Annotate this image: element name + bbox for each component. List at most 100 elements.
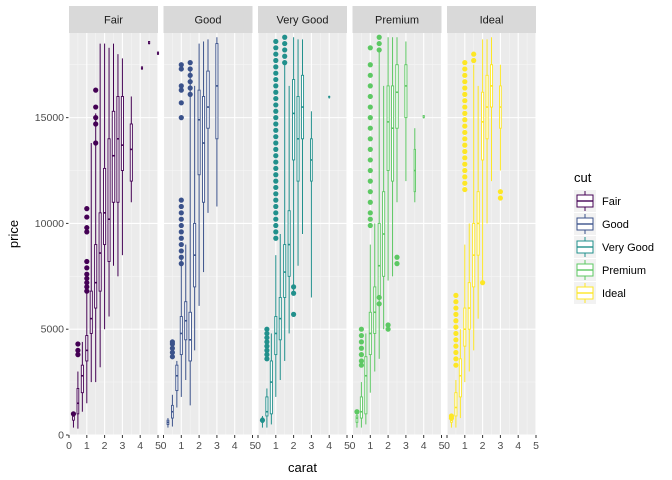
outlier-point [273, 115, 279, 121]
x-tick-label: 2 [102, 440, 108, 452]
outlier-point [273, 102, 279, 108]
outlier-point [273, 229, 279, 235]
outlier-point [367, 178, 373, 184]
outlier-point [178, 203, 184, 210]
facet-panel-premium: Premium 0 1 2 3 4 5 [350, 6, 445, 452]
outlier-point [462, 79, 468, 85]
box [481, 39, 485, 283]
outlier-point [273, 51, 279, 57]
box-body [391, 85, 395, 182]
facet-panel-very-good: Very Good 0 1 2 3 4 5 [255, 6, 350, 452]
outlier-point [84, 284, 90, 290]
box-body [404, 64, 408, 119]
x-tick-label: 1 [273, 440, 279, 452]
x-tick-label: 1 [367, 440, 373, 452]
outlier-point [462, 161, 468, 167]
outlier-point [358, 339, 364, 345]
facet-strip-label: Premium [375, 15, 419, 27]
outlier-point [187, 60, 193, 66]
box [76, 371, 80, 429]
box [171, 394, 174, 427]
x-tick-label: 2 [385, 440, 391, 452]
box [107, 47, 111, 317]
outlier-point [264, 356, 270, 362]
outlier-point [178, 216, 184, 222]
outlier-point [70, 411, 77, 417]
outlier-point [376, 301, 382, 307]
outlier-point [462, 91, 468, 97]
outlier-point [462, 136, 468, 142]
outlier-point [282, 47, 288, 53]
x-tick-label: 4 [326, 440, 332, 452]
outlier-point [178, 83, 184, 89]
box-body [103, 167, 107, 246]
x-tick-label: 0 [255, 440, 261, 452]
box-body [89, 290, 93, 334]
outlier-point [178, 87, 184, 93]
outlier-point [93, 104, 99, 110]
outlier-point [273, 38, 279, 45]
outlier-point [178, 222, 184, 229]
box [202, 41, 206, 273]
outlier-point [367, 45, 373, 51]
outlier-point [462, 167, 468, 174]
box [206, 39, 210, 213]
outlier-point [264, 343, 270, 349]
outlier-point [187, 72, 193, 78]
x-tick-label: 3 [119, 440, 125, 452]
outlier-point [453, 337, 459, 343]
box [116, 54, 120, 277]
box [184, 244, 188, 380]
outlier-point [367, 104, 373, 110]
outlier-point [394, 254, 400, 260]
outlier-point [264, 347, 270, 353]
box [140, 66, 144, 70]
outlier-point [282, 53, 288, 59]
x-tick-label: 2 [196, 440, 202, 452]
box-body [373, 286, 377, 334]
x-tick-label: 3 [308, 440, 314, 452]
box [166, 418, 170, 428]
outlier-point [178, 100, 184, 106]
box [364, 333, 368, 425]
box-body [283, 244, 287, 298]
legend-label: Very Good [602, 242, 654, 254]
legend-item-ideal: Ideal [574, 282, 626, 304]
legend-label: Ideal [602, 288, 626, 300]
outlier-point [84, 288, 90, 294]
box-body [76, 388, 80, 415]
outlier-point [385, 322, 391, 328]
outlier-point [291, 284, 297, 290]
box [467, 223, 471, 372]
x-tick-label: 4 [421, 440, 427, 452]
legend-label: Premium [602, 265, 646, 277]
outlier-point [376, 47, 382, 53]
outlier-point [273, 235, 279, 241]
legend-label: Fair [602, 196, 621, 208]
box [386, 37, 390, 281]
x-tick-label: 3 [497, 440, 503, 452]
outlier-point [453, 318, 459, 324]
legend-item-very-good: Very Good [574, 236, 654, 258]
outlier-point [394, 261, 400, 267]
outlier-point [169, 345, 175, 351]
outlier-point [187, 79, 193, 85]
x-tick-label: 3 [214, 440, 220, 452]
outlier-point [497, 195, 503, 201]
outlier-point [453, 349, 459, 356]
box [413, 128, 416, 203]
x-tick-label: 0 [444, 440, 450, 452]
box-body [265, 396, 269, 417]
box [382, 85, 386, 330]
outlier-point [462, 129, 468, 136]
outlier-point [282, 40, 288, 47]
outlier-point [178, 248, 184, 254]
box-body [107, 138, 111, 262]
box [148, 41, 151, 45]
box [373, 223, 377, 372]
outlier-point [84, 280, 90, 286]
outlier-point [75, 347, 81, 353]
box [197, 43, 201, 306]
outlier-point [462, 186, 468, 193]
outlier-point [187, 91, 193, 97]
